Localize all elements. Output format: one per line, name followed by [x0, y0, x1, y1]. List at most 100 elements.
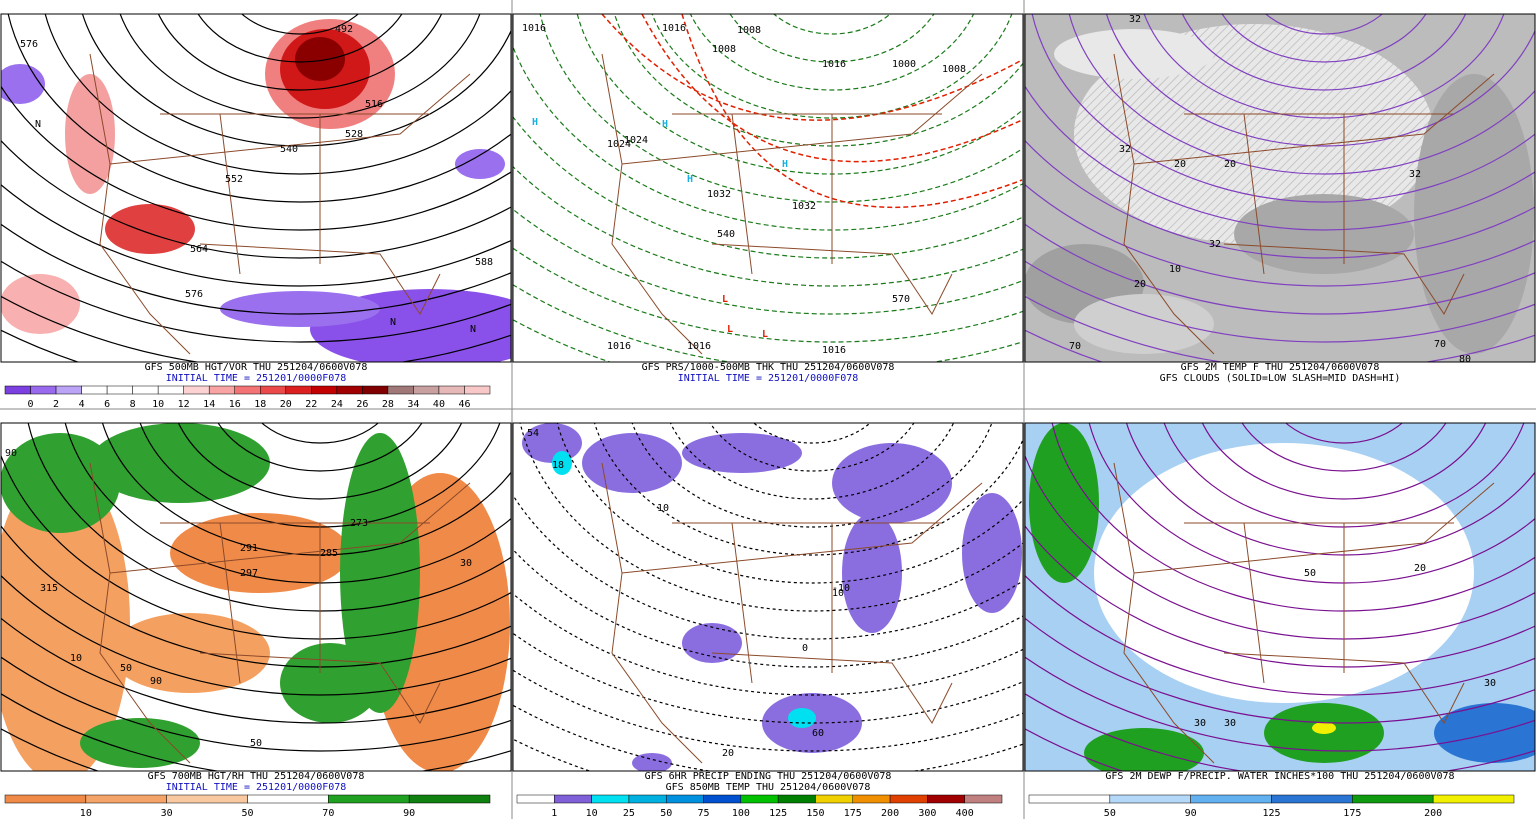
colorbar-segment — [438, 385, 465, 395]
contour — [1068, 14, 1535, 175]
map-shape — [552, 451, 572, 475]
map-label: 1016 — [687, 341, 711, 352]
map-label: 70 — [1434, 339, 1446, 350]
colorbar-label: 34 — [407, 399, 419, 410]
map-label: 1000 — [892, 59, 916, 70]
contour — [81, 14, 511, 147]
map-shape — [1029, 423, 1099, 583]
colorbar-label: 18 — [254, 399, 266, 410]
colorbar-segment — [413, 385, 440, 395]
colorbar-label: 10 — [586, 808, 598, 819]
coastline — [89, 53, 471, 355]
contour — [669, 423, 955, 500]
colorbar-segment — [740, 794, 779, 804]
map-label: 516 — [365, 99, 383, 110]
colorbar-label: 150 — [806, 808, 824, 819]
colorbar-segment — [927, 794, 965, 804]
map-shape — [110, 613, 270, 693]
caption: GFS 700MB HGT/RH THU 251204/0600V078 — [148, 771, 365, 782]
colorbar-label: 10 — [152, 399, 164, 410]
map-label: H — [782, 159, 788, 170]
colorbar-segment — [1190, 794, 1272, 804]
map-label: H — [662, 119, 668, 130]
map-shape — [340, 433, 420, 713]
map-label: 273 — [350, 518, 368, 529]
map-label: 20 — [1174, 159, 1186, 170]
colorbar-label: 20 — [280, 399, 292, 410]
map — [1025, 423, 1535, 771]
contour — [177, 423, 463, 500]
map-label: 18 — [552, 460, 564, 471]
map-shape — [1312, 722, 1336, 734]
caption: GFS 2M DEWP F/PRECIP. WATER INCHES*100 T… — [1105, 771, 1454, 782]
map-label: L — [722, 294, 728, 305]
contour — [217, 423, 423, 472]
map-label: 1008 — [712, 44, 736, 55]
map-label: 576 — [185, 289, 203, 300]
coastline — [1113, 53, 1495, 355]
caption: INITIAL TIME = 251201/0000F078 — [678, 373, 859, 384]
map-shape — [832, 443, 952, 523]
colorbar-segment — [591, 794, 630, 804]
colorbar-label: 26 — [356, 399, 368, 410]
colorbar-label: 1 — [551, 808, 557, 819]
caption: GFS 850MB TEMP THU 251204/0600V078 — [666, 782, 871, 793]
map-label: 528 — [345, 129, 363, 140]
thickness-line — [641, 14, 1023, 163]
colorbar-segment — [311, 385, 338, 395]
map-label: 80 — [1459, 354, 1471, 365]
contour — [1284, 423, 1404, 444]
contour — [7, 14, 511, 203]
map-shape — [582, 433, 682, 493]
colorbar-label: 125 — [769, 808, 787, 819]
map-shape — [1054, 29, 1214, 79]
map-label: L — [727, 324, 733, 335]
colorbar-segment — [247, 794, 329, 804]
map-label: 32 — [1119, 144, 1131, 155]
colorbar-segment — [4, 794, 87, 804]
colorbar-segment — [815, 794, 854, 804]
map-label: 588 — [475, 257, 493, 268]
colorbar-label: 6 — [104, 399, 110, 410]
map-label: 70 — [1069, 341, 1081, 352]
map-shape — [1084, 728, 1204, 771]
map-label: 30 — [1194, 718, 1206, 729]
coastline — [601, 53, 983, 355]
map-label: 1032 — [792, 201, 816, 212]
map-label: 1024 — [607, 139, 631, 150]
colorbar-segment — [1271, 794, 1353, 804]
colorbar-segment — [852, 794, 891, 804]
colorbar-label: 100 — [732, 808, 750, 819]
map-shape — [1074, 294, 1214, 354]
contour — [1025, 656, 1535, 752]
colorbar-label: 40 — [433, 399, 445, 410]
map-label: 30 — [1224, 718, 1236, 729]
colorbar-segment — [208, 385, 235, 395]
contour — [1181, 14, 1467, 91]
colorbar-segment — [106, 385, 133, 395]
colorbar-label: 25 — [623, 808, 635, 819]
contour — [513, 208, 1023, 315]
map-shape — [1, 274, 80, 334]
colorbar-label: 75 — [698, 808, 710, 819]
colorbar-label: 175 — [1343, 808, 1361, 819]
map-label: 50 — [250, 738, 262, 749]
caption: GFS CLOUDS (SOLID=LOW SLASH=MID DASH=HI) — [1160, 373, 1401, 384]
map-label: 1016 — [607, 341, 631, 352]
map-label: 576 — [20, 39, 38, 50]
map-shape — [1434, 703, 1535, 763]
map-label: 32 — [1409, 169, 1421, 180]
colorbar-segment — [336, 385, 363, 395]
contour — [119, 14, 481, 119]
colorbar-segment — [55, 385, 82, 395]
contour — [1, 139, 511, 259]
map-label: 492 — [335, 24, 353, 35]
caption: GFS 2M TEMP F THU 251204/0600V078 — [1181, 362, 1380, 373]
colorbar-segment — [260, 385, 287, 395]
map-label: 1008 — [942, 64, 966, 75]
map-label: 10 — [70, 653, 82, 664]
caption: GFS 6HR PRECIP ENDING THU 251204/0600V07… — [645, 771, 892, 782]
map-shape — [1, 433, 120, 533]
colorbar-label: 16 — [229, 399, 241, 410]
contour — [44, 14, 511, 175]
